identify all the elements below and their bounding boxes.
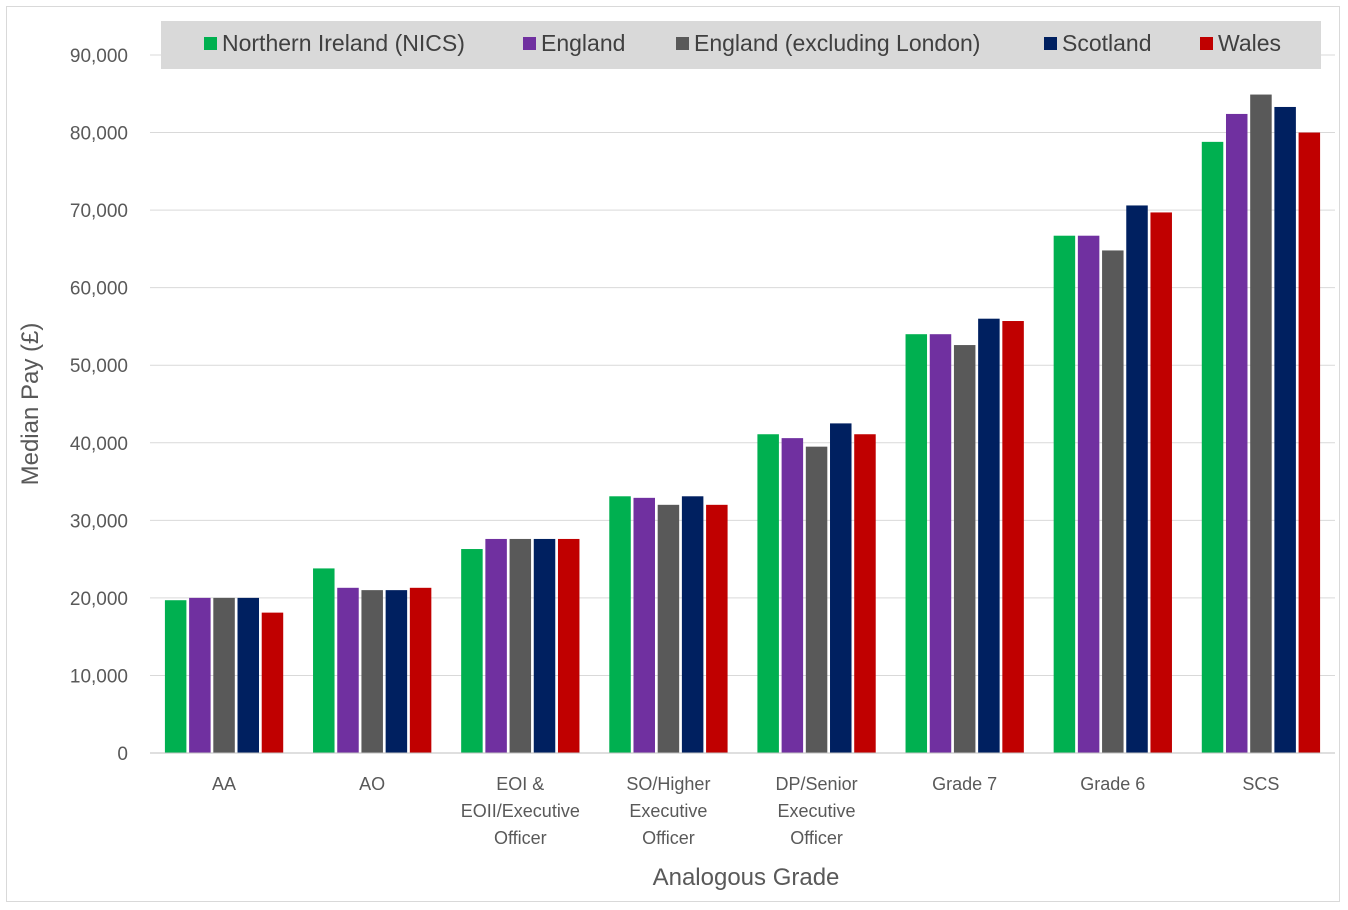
bar: [609, 496, 631, 753]
bar: [409, 587, 432, 753]
bar: [509, 538, 532, 753]
y-tick-label: 60,000: [70, 279, 128, 300]
bars: [164, 94, 1321, 754]
x-category-label: EOII/Executive: [461, 801, 580, 821]
bar: [1274, 106, 1296, 753]
bar: [1201, 141, 1224, 753]
bar: [337, 587, 359, 753]
bar: [1077, 235, 1100, 753]
legend-label: England (excluding London): [694, 30, 980, 56]
bar: [978, 318, 1000, 753]
bar: [1225, 113, 1248, 754]
bar: [1298, 132, 1321, 754]
bar: [681, 496, 704, 753]
bar: [1102, 250, 1124, 753]
bar: [485, 538, 507, 753]
bar: [313, 568, 335, 753]
bar: [1126, 205, 1148, 754]
bar: [1002, 321, 1024, 753]
x-category-label: Grade 7: [932, 774, 997, 794]
legend-background: [161, 21, 1321, 69]
legend: Northern Ireland (NICS) England England (e…: [161, 21, 1321, 69]
x-category-label: Grade 6: [1080, 774, 1145, 794]
y-tick-label: 90,000: [70, 46, 128, 67]
legend-swatch: [523, 37, 536, 50]
bar: [1150, 212, 1172, 754]
bar: [533, 538, 556, 753]
bar: [261, 612, 284, 753]
bar: [164, 600, 187, 753]
bar: [1250, 94, 1272, 753]
x-category-label: Executive: [629, 801, 707, 821]
y-tick-label: 10,000: [70, 666, 128, 687]
y-tick-label: 20,000: [70, 589, 128, 610]
bar: [361, 590, 383, 753]
x-category-label: SCS: [1242, 774, 1279, 794]
legend-swatch: [204, 37, 217, 50]
y-axis-ticks: 0 10,000 20,000 30,000 40,000 50,000 60,000 70,…: [70, 46, 128, 765]
bar: [805, 446, 828, 753]
bar: [854, 434, 876, 753]
bar: [781, 438, 804, 753]
x-category-label: Officer: [642, 828, 695, 848]
x-category-label: Officer: [494, 828, 547, 848]
bar: [830, 423, 852, 753]
x-category-label: SO/Higher: [626, 774, 710, 794]
x-category-label: Officer: [790, 828, 843, 848]
legend-label: Scotland: [1062, 30, 1152, 56]
y-axis-title: Median Pay (£): [17, 323, 44, 486]
y-tick-label: 40,000: [70, 434, 128, 455]
bar: [557, 538, 580, 753]
legend-label: Northern Ireland (NICS): [222, 30, 465, 56]
y-tick-label: 50,000: [70, 356, 128, 377]
x-axis-categories: AA AO EOI & EOII/Executive Officer SO/Higher E…: [212, 774, 1279, 848]
bar: [633, 497, 655, 753]
bar: [385, 590, 408, 753]
bar: [953, 345, 976, 753]
y-tick-label: 0: [117, 744, 128, 765]
x-category-label: DP/Senior: [776, 774, 858, 794]
legend-swatch: [1044, 37, 1057, 50]
x-category-label: AO: [359, 774, 385, 794]
bar: [1053, 235, 1076, 753]
x-category-label: Executive: [778, 801, 856, 821]
legend-swatch: [676, 37, 689, 50]
bar: [757, 434, 779, 753]
x-category-label: AA: [212, 774, 236, 794]
x-axis-title: Analogous Grade: [653, 864, 840, 891]
y-tick-label: 80,000: [70, 124, 128, 145]
bar: [905, 334, 928, 753]
bar: [706, 504, 728, 753]
x-category-label: EOI &: [496, 774, 544, 794]
bar: [929, 334, 952, 753]
bar: [189, 597, 211, 753]
bar: [461, 549, 483, 753]
bar: [237, 597, 260, 753]
legend-label: Wales: [1218, 30, 1281, 56]
y-tick-label: 30,000: [70, 511, 128, 532]
legend-label: England: [541, 30, 625, 56]
legend-swatch: [1200, 37, 1213, 50]
bar: [657, 504, 680, 753]
y-tick-label: 70,000: [70, 201, 128, 222]
bar: [213, 597, 235, 753]
